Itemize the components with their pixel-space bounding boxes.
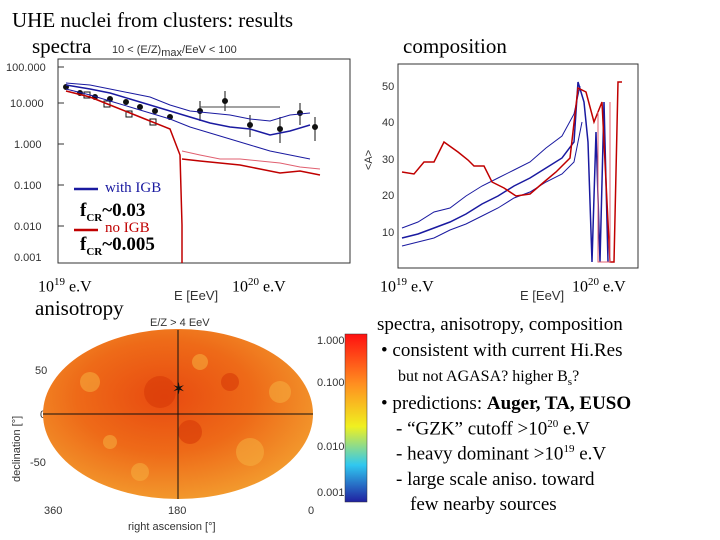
spectra-blue-curves	[65, 82, 311, 160]
composition-plot: <A> 50 40 30 20 10	[363, 63, 639, 269]
sky-map-star-marker: ✶	[172, 381, 185, 398]
spectra-y-tick: 1.000	[14, 139, 42, 151]
legend-with-igb: with IGB	[105, 180, 162, 196]
composition-red-curves	[401, 81, 622, 263]
sky-map-top-label: E/Z > 4 EeV	[150, 317, 210, 329]
notes-aniso-line2: few nearby sources	[410, 494, 557, 515]
spectra-y-tick: 10.000	[10, 98, 44, 110]
composition-y-tick: 20	[382, 190, 394, 202]
spectra-plot: 100.000 10.000 1.000 0.100 0.010 0.001	[6, 58, 351, 264]
fcr-no-igb: fCR~0.005	[80, 234, 155, 258]
anisotropy-heading: anisotropy	[35, 296, 124, 320]
fcr-with-igb: fCR~0.03	[80, 200, 146, 224]
sky-map-y-axis-label: declination [°]	[11, 416, 23, 482]
composition-heading: composition	[403, 34, 507, 58]
colorbar-tick: 0.100	[317, 377, 345, 389]
spectra-heading: spectra	[32, 34, 92, 58]
legend-no-igb: no IGB	[105, 220, 150, 236]
spectra-x-axis-label: E [EeV]	[174, 288, 219, 303]
spectra-x-right-label: 1020 e.V	[232, 276, 286, 296]
composition-y-axis-label: <A>	[363, 150, 375, 170]
notes-bullet-consistent: • consistent with current Hi.Res	[381, 340, 623, 361]
spectra-x-left-label: 1019 e.V	[38, 276, 92, 296]
colorbar-tick: 0.010	[317, 441, 345, 453]
sky-map-dec-tick: 50	[35, 365, 47, 377]
colorbar-tick: 1.000	[317, 335, 345, 347]
notes-agasa: but not AGASA? higher Bs?	[398, 368, 580, 389]
composition-y-tick: 10	[382, 227, 394, 239]
spectra-y-tick: 0.001	[14, 252, 42, 264]
colorbar-tick: 0.001	[317, 487, 345, 499]
notes-heavy: - heavy dominant >1019 e.V	[396, 443, 607, 465]
sky-map-ra-tick: 360	[44, 505, 62, 517]
spectra-y-tick: 0.010	[14, 221, 42, 233]
spectra-data-points	[63, 84, 318, 143]
sky-map-ra-tick: 180	[168, 505, 186, 517]
sky-map-dec-tick: -50	[30, 457, 46, 469]
composition-y-tick: 30	[382, 154, 394, 166]
sky-map: declination [°] 50 0 -50 360 180 0 ✶ 1.0…	[11, 329, 368, 533]
composition-x-axis-label: E [EeV]	[520, 288, 565, 303]
spectra-y-tick: 0.100	[14, 180, 42, 192]
sky-map-x-axis-label: right ascension [°]	[128, 521, 216, 533]
composition-blue-curves	[401, 81, 609, 263]
slide-title: UHE nuclei from clusters: results	[12, 8, 294, 32]
composition-x-right-label: 1020 e.V	[572, 276, 626, 296]
spectra-red-curves	[65, 90, 321, 263]
sky-map-ra-tick: 0	[308, 505, 314, 517]
notes-gzk: - “GZK” cutoff >1020 e.V	[396, 418, 590, 440]
notes-bullet-predictions: • predictions: Auger, TA, EUSO	[381, 393, 632, 414]
notes-summary: spectra, anisotropy, composition	[377, 314, 623, 335]
composition-x-left-label: 1019 e.V	[380, 276, 434, 296]
spectra-y-tick: 100.000	[6, 62, 46, 74]
spectra-top-axis-label: 10 < (E/Z)max/EeV < 100	[112, 44, 237, 60]
composition-y-tick: 40	[382, 117, 394, 129]
spectra-plot-frame	[57, 58, 351, 264]
notes-aniso-line1: - large scale aniso. toward	[396, 469, 595, 490]
composition-plot-frame	[397, 63, 639, 269]
colorbar	[344, 333, 368, 503]
composition-y-tick: 50	[382, 81, 394, 93]
